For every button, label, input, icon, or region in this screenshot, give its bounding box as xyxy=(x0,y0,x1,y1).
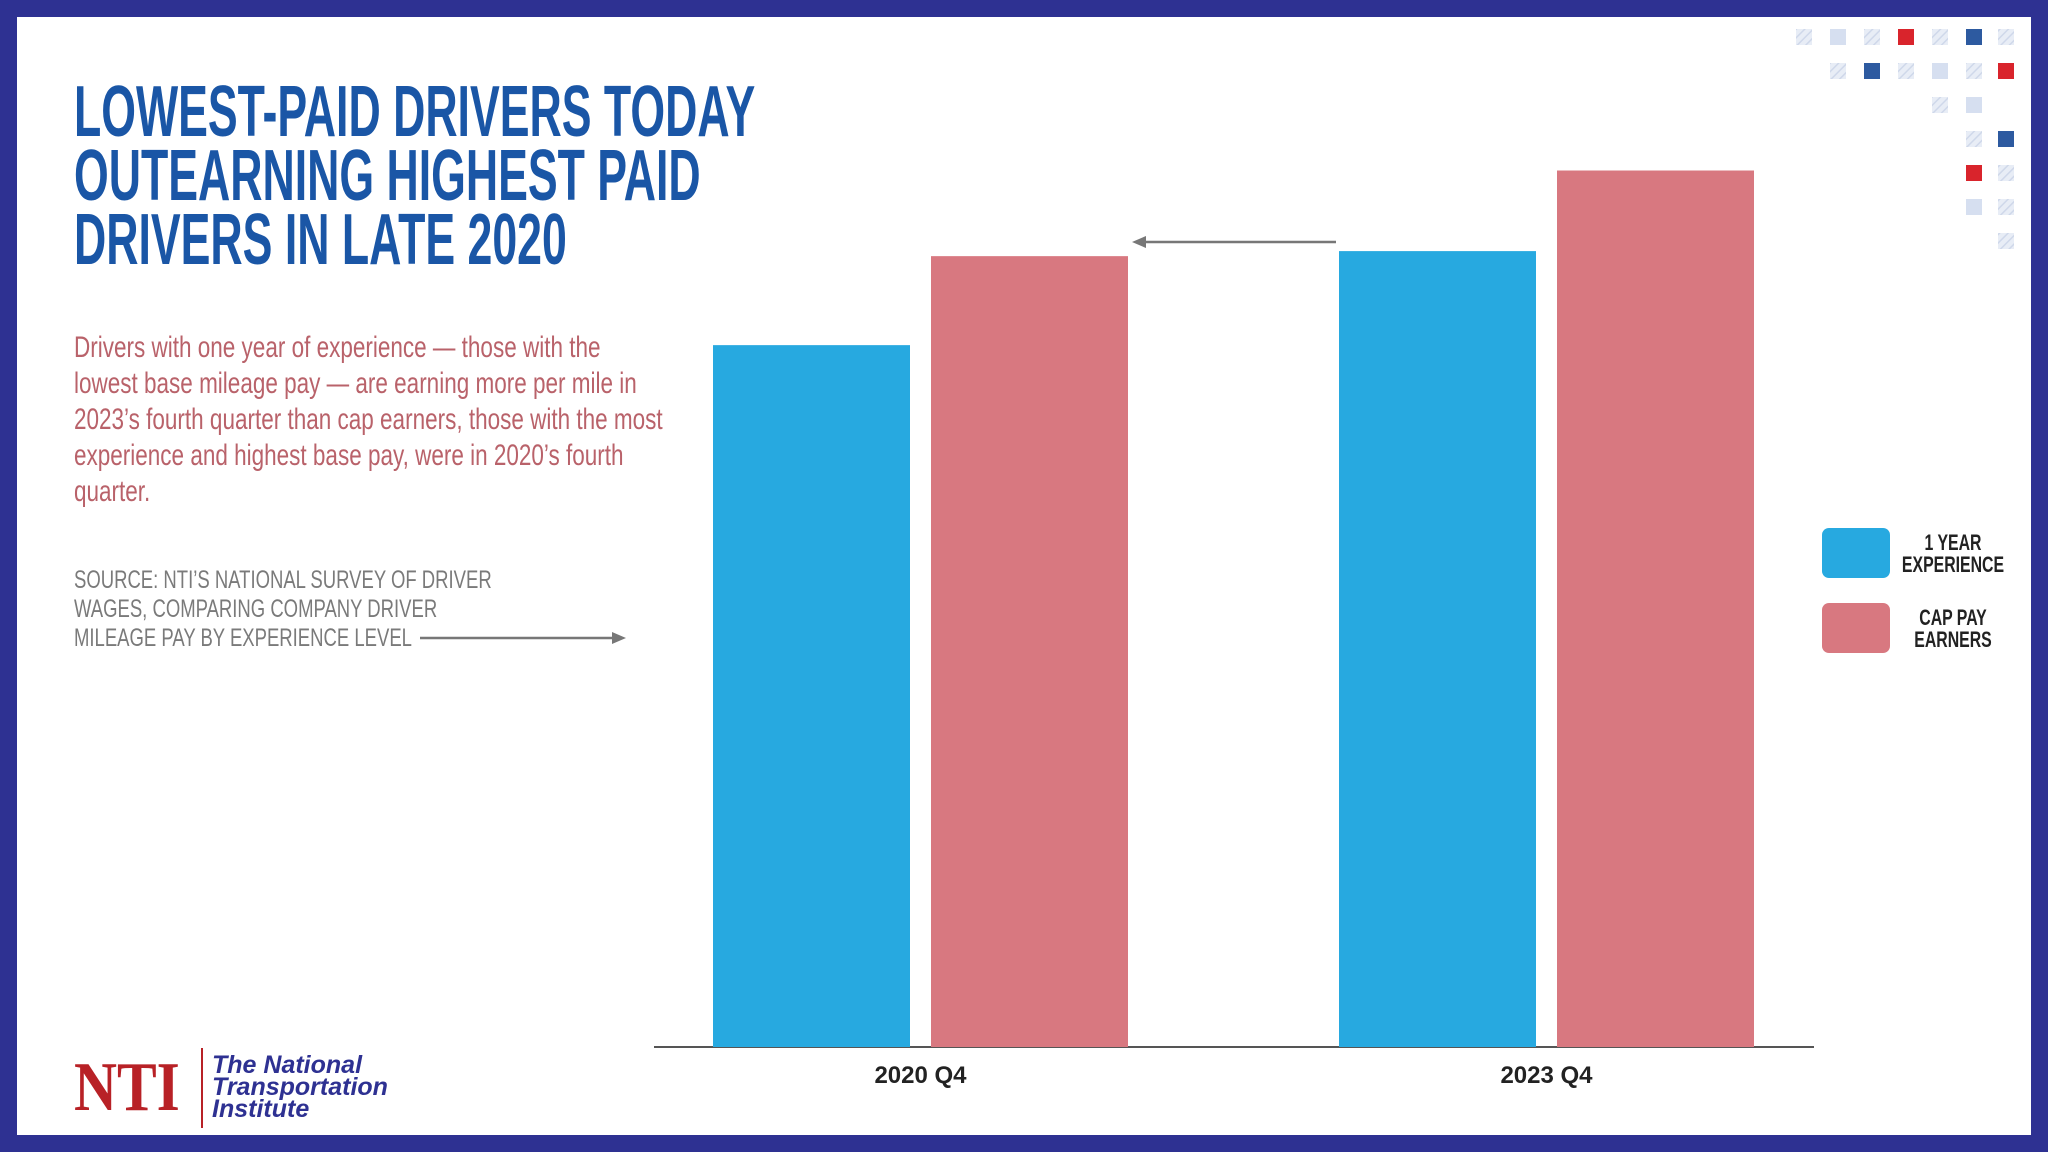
bar xyxy=(1557,170,1754,1048)
decor-squares xyxy=(1796,29,2014,249)
bar xyxy=(1339,251,1536,1047)
legend-swatch xyxy=(1822,528,1890,578)
bar xyxy=(713,345,910,1047)
source-note: SOURCE: NTI’S NATIONAL SURVEY OF DRIVER … xyxy=(74,566,492,652)
legend-label: 1 YEAR EXPERIENCE xyxy=(1901,530,2005,577)
legend-label: CAP PAY EARNERS xyxy=(1914,605,1992,652)
compare-arrow xyxy=(1132,236,1336,248)
chart-title: LOWEST-PAID DRIVERS TODAY OUTEARNING HIG… xyxy=(74,72,755,280)
logo-name: The National Transportation Institute xyxy=(212,1051,388,1123)
x-tick-label: 2020 Q4 xyxy=(874,1062,967,1089)
description: Drivers with one year of experience — th… xyxy=(74,331,663,508)
logo-mark: NTI xyxy=(74,1049,180,1126)
x-tick-label: 2023 Q4 xyxy=(1500,1062,1593,1089)
legend-swatch xyxy=(1822,603,1890,653)
bar xyxy=(931,256,1128,1047)
source-arrow xyxy=(420,632,626,644)
